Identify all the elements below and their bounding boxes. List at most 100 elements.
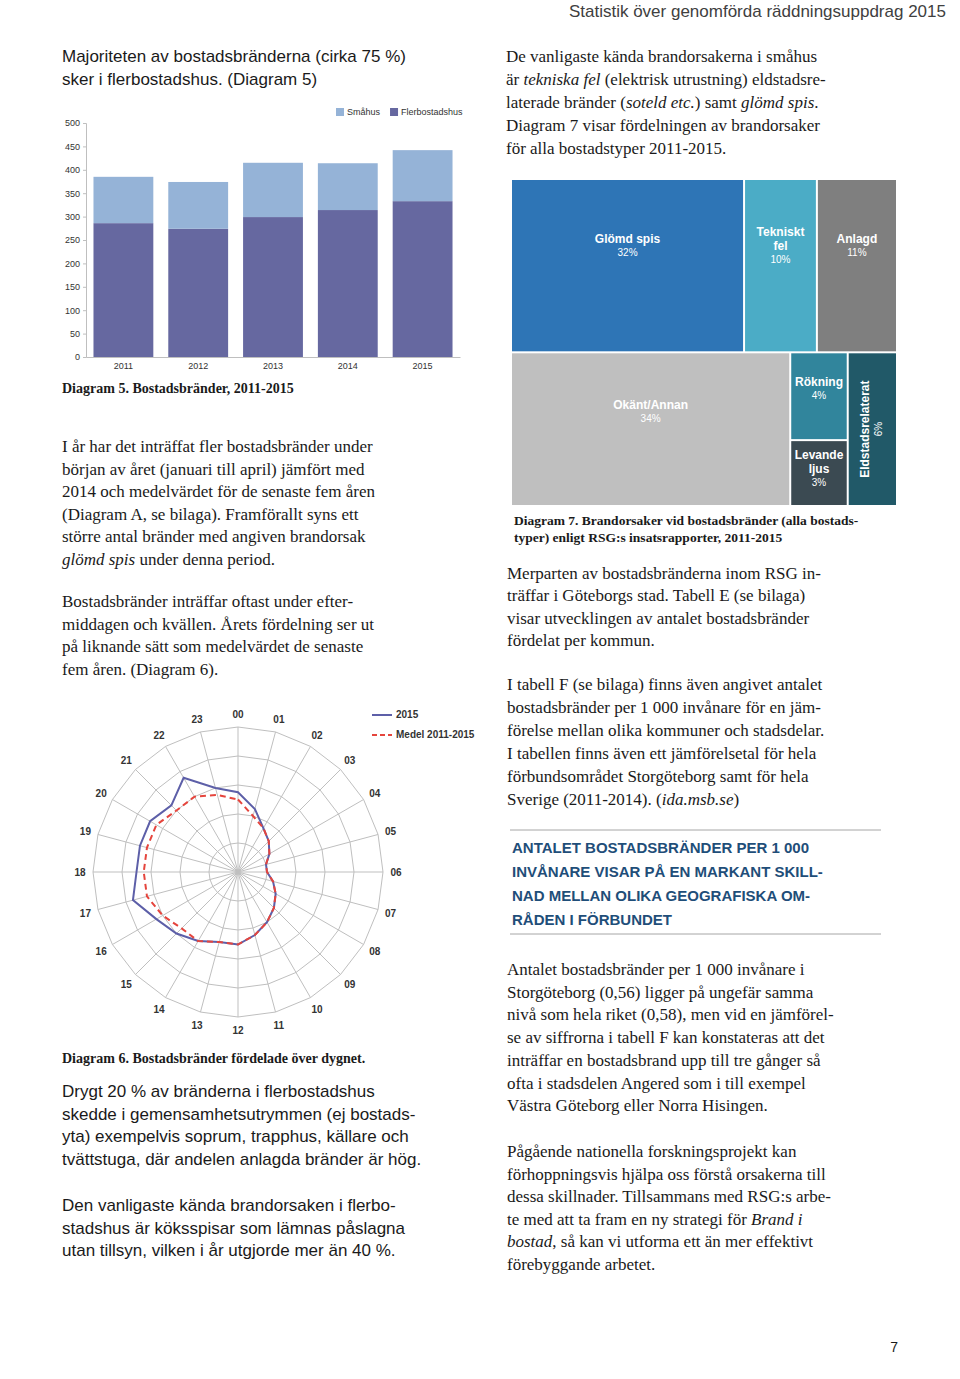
paragraph: förelse mellan olika kommuner och stadsd…	[507, 721, 824, 740]
cell-label: Teknisktfel	[757, 225, 805, 253]
grid-ring	[93, 727, 383, 1017]
paragraph: utan tillsyn, vilken i år utgjorde mer ä…	[62, 1241, 396, 1260]
tick-label: 50	[70, 329, 80, 339]
paragraph: 2014 och medelvärdet för de senaste fem …	[62, 482, 375, 501]
axis-line	[87, 357, 461, 358]
paragraph: I år har det inträffat fler bostadsbränd…	[62, 437, 373, 456]
paragraph: Diagram 7 visar fördelningen av brandors…	[506, 116, 820, 135]
cell-label-line: Anlagd	[837, 232, 878, 246]
cell	[849, 353, 896, 505]
page: Statistik över genomförda räddningsuppdr…	[0, 0, 960, 1379]
cell-label-group: Rökning4%	[795, 375, 843, 401]
spoke	[238, 872, 341, 975]
category-label: 16	[96, 946, 108, 957]
tick-label: 2015	[413, 361, 433, 371]
category-label: 20	[96, 788, 108, 799]
tick: 2015	[413, 357, 433, 371]
data-label: 3%	[812, 477, 827, 488]
paragraph: glömd spis under denna period.	[62, 550, 275, 569]
tick: 50	[70, 329, 86, 339]
text-run: (elektrisk utrustning) eldstadsre-	[600, 70, 826, 89]
bar	[318, 210, 378, 357]
caption: Diagram 7. Brandorsaker vid bostadsbränd…	[514, 513, 858, 528]
cell	[745, 180, 816, 351]
bars	[93, 150, 452, 357]
tick-mark	[83, 193, 86, 194]
cell-label-group: Levandeljus3%	[795, 448, 844, 488]
legend-swatch	[390, 108, 398, 116]
spoke	[238, 769, 341, 872]
text-run: ) samt	[695, 93, 741, 112]
category-label: 06	[390, 867, 402, 878]
spoke	[166, 872, 239, 998]
category-label: 17	[80, 908, 92, 919]
tick: 2011	[114, 357, 133, 371]
paragraph: Den vanligaste kända brandorsaken i fler…	[62, 1196, 396, 1215]
cell-label-line: Rökning	[795, 375, 843, 389]
cells	[512, 180, 896, 505]
tick: 0	[75, 352, 86, 362]
radar-plot: 0001020304050607080910111213141516171819…	[74, 709, 402, 1036]
cell-labels: Glömd spis32%Teknisktfel10%Anlagd11%Okän…	[595, 225, 885, 489]
cell-label: Eldstadsrelaterat	[858, 380, 872, 477]
bar	[93, 177, 153, 223]
tick-mark	[83, 357, 86, 358]
tick-mark	[83, 334, 86, 335]
tick-label: 450	[65, 142, 80, 152]
legend-label: Flerbostadshus	[401, 107, 463, 117]
text-run-italic: glömd spis	[62, 550, 136, 569]
tick-mark	[83, 123, 86, 124]
tick-mark	[83, 310, 86, 311]
paragraph: te med att ta fram en ny strategi för Br…	[507, 1210, 803, 1229]
spoke	[238, 872, 383, 873]
legend-swatch	[372, 714, 392, 716]
spoke	[238, 746, 311, 872]
paragraph: I tabell F (se bilaga) finns även angive…	[507, 675, 823, 694]
paragraph: början av året (januari till april) jämf…	[62, 460, 365, 479]
cell-label-line: Levande	[795, 448, 844, 462]
cell	[512, 180, 743, 351]
spoke	[98, 834, 238, 872]
legend-label: 2015	[396, 709, 419, 720]
paragraph: förhoppningsvis hjälpa oss förstå orsake…	[507, 1165, 826, 1184]
text-run-italic: ida.msb.se	[662, 790, 734, 809]
cell-label-line: Glömd spis	[595, 232, 661, 246]
paragraph: stadshus är köksspisar som lämnas påslag…	[62, 1219, 406, 1238]
tick-label: 400	[65, 165, 80, 175]
paragraph: inträffar en bostadsbrand upp till tre g…	[507, 1051, 821, 1070]
tick: 450	[65, 142, 86, 152]
tick-label: 2014	[338, 361, 358, 371]
tick-label: 250	[65, 235, 80, 245]
data-label: 11%	[847, 247, 866, 258]
paragraph: sker i flerbostadshus. (Diagram 5)	[62, 70, 317, 89]
tick-mark	[83, 287, 86, 288]
caption: Diagram 6. Bostadsbränder fördelade över…	[62, 1051, 365, 1066]
paragraph: Drygt 20 % av bränderna i flerbostadshus	[62, 1082, 375, 1101]
cell-label-group: Glömd spis32%	[595, 232, 661, 258]
text-run: )	[733, 790, 739, 809]
tick-label: 100	[65, 306, 80, 316]
paragraph: Västra Göteborg eller Norra Hisingen.	[507, 1096, 768, 1115]
category-label: 10	[311, 1004, 323, 1015]
cell-label-line: fel	[773, 239, 787, 253]
tick-label: 200	[65, 259, 80, 269]
legend: SmåhusFlerbostadshus	[336, 107, 463, 117]
cell	[512, 353, 789, 505]
caption: typer) enligt RSG:s insatsrapporter, 201…	[514, 530, 783, 545]
paragraph: ofta i stadsdelen Angered som i till exe…	[507, 1074, 806, 1093]
category-label: 07	[385, 908, 397, 919]
x-axis: 20112012201320142015	[87, 357, 461, 371]
radar-lines	[133, 778, 276, 945]
caption: Diagram 5. Bostadsbränder, 2011-2015	[62, 381, 294, 396]
paragraph: Merparten av bostadsbränderna inom RSG i…	[507, 564, 821, 583]
treemap-chart: Glömd spis32%Teknisktfel10%Anlagd11%Okän…	[512, 180, 896, 505]
rule	[510, 830, 881, 831]
paragraph: Bostadsbränder inträffar oftast under ef…	[62, 592, 353, 611]
data-label: 34%	[641, 413, 661, 424]
bar	[393, 150, 453, 201]
tick-label: 150	[65, 282, 80, 292]
paragraph: (Diagram A, se bilaga). Framförallt syns…	[62, 505, 359, 524]
paragraph: större antal bränder med angiven brandor…	[62, 527, 366, 546]
tick: 400	[65, 165, 86, 175]
cell-label: Anlagd	[837, 232, 878, 246]
